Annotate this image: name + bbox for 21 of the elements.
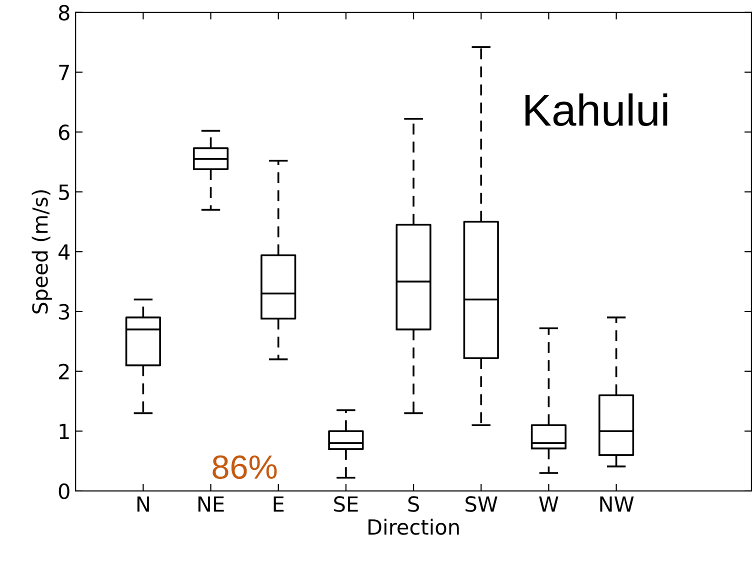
annotation: 86%	[212, 455, 277, 479]
x-tick-label: E	[274, 496, 284, 512]
x-tick-label: SE	[334, 496, 358, 512]
x-tick-label: S	[408, 496, 419, 512]
x-tick-label: W	[539, 496, 558, 512]
y-tick-label: 3	[59, 304, 70, 320]
x-tick-label: N	[137, 496, 149, 512]
y-tick-label: 2	[59, 364, 69, 380]
y-tick-label: 6	[58, 124, 70, 140]
y-tick-label: 8	[58, 4, 70, 21]
x-tick-label: NE	[198, 496, 224, 512]
y-tick-label: 0	[58, 483, 70, 500]
y-tick-label: 4	[58, 244, 70, 260]
y-tick-label: 1	[60, 424, 69, 440]
annotation: Kahului	[526, 93, 668, 126]
x-axis-title: Direction	[368, 518, 459, 535]
y-tick-label: 7	[59, 64, 69, 80]
x-tick-label: NW	[600, 496, 634, 512]
y-axis-title: Speed (m/s)	[32, 190, 52, 314]
x-tick-label: SW	[466, 496, 498, 512]
y-tick-label: 5	[59, 184, 69, 200]
